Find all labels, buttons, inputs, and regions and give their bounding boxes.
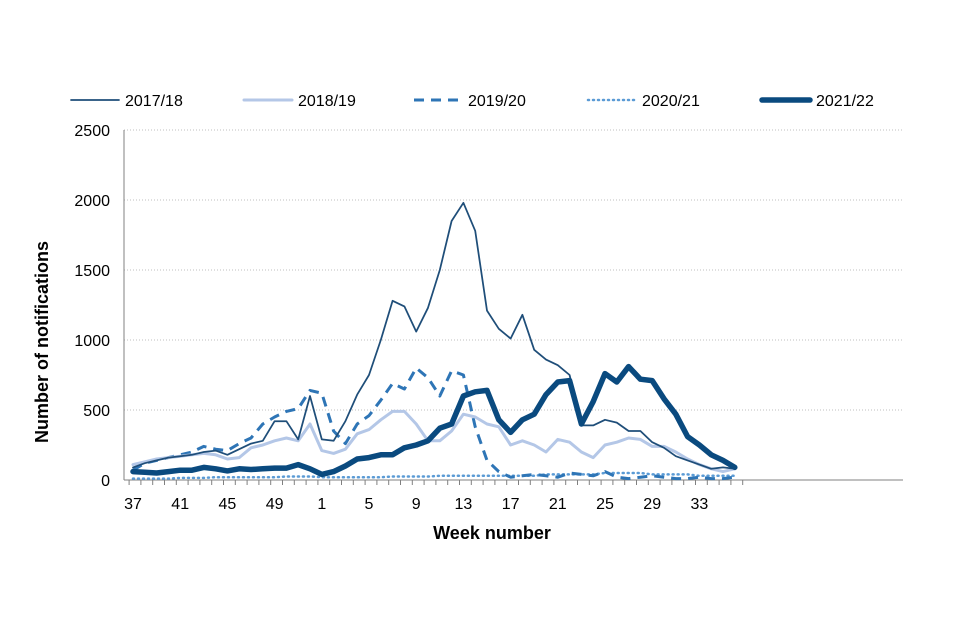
series-line-2017-18 bbox=[132, 201, 736, 470]
x-axis: 37 41 45 49 1 5 9 13 17 21 25 29 33 bbox=[124, 479, 903, 513]
gridlines bbox=[124, 129, 903, 411]
y-tick-label: 1500 bbox=[74, 263, 110, 280]
y-tick-label: 500 bbox=[83, 403, 110, 420]
legend-item-2020-21: 2020/21 bbox=[586, 93, 700, 110]
x-tick-label: 29 bbox=[643, 496, 661, 513]
x-tick-label: 49 bbox=[266, 496, 284, 513]
legend-item-2021-22: 2021/22 bbox=[759, 93, 874, 110]
x-tick-label: 21 bbox=[549, 496, 567, 513]
legend-label: 2021/22 bbox=[816, 93, 874, 110]
y-axis-title: Number of notifications bbox=[32, 241, 52, 443]
series-line-2019-20 bbox=[132, 366, 735, 481]
x-tick-label: 17 bbox=[502, 496, 520, 513]
legend-item-2019-20: 2019/20 bbox=[414, 93, 526, 110]
x-tick-label: 1 bbox=[317, 496, 326, 513]
series-line-2020-21 bbox=[131, 471, 737, 480]
legend-label: 2019/20 bbox=[468, 93, 526, 110]
x-axis-title: Week number bbox=[433, 523, 551, 543]
y-tick-label: 2500 bbox=[74, 123, 110, 140]
x-tick-label: 25 bbox=[596, 496, 614, 513]
legend-label: 2017/18 bbox=[125, 93, 183, 110]
legend-label: 2020/21 bbox=[642, 93, 700, 110]
series-lines bbox=[130, 201, 738, 481]
legend-item-2017-18: 2017/18 bbox=[70, 93, 183, 110]
series-line-2018-19 bbox=[131, 409, 737, 474]
legend-label: 2018/19 bbox=[298, 93, 356, 110]
x-tick-label: 9 bbox=[412, 496, 421, 513]
x-tick-label: 5 bbox=[365, 496, 374, 513]
x-tick-label: 41 bbox=[171, 496, 189, 513]
x-tick-label: 45 bbox=[219, 496, 237, 513]
legend: 2017/18 2018/19 2019/20 2020/21 2021/22 bbox=[70, 93, 874, 110]
y-tick-label: 1000 bbox=[74, 333, 110, 350]
x-tick-label: 13 bbox=[455, 496, 473, 513]
x-tick-label: 37 bbox=[124, 496, 142, 513]
legend-item-2018-19: 2018/19 bbox=[242, 93, 356, 110]
y-tick-label: 2000 bbox=[74, 193, 110, 210]
x-tick-label: 33 bbox=[691, 496, 709, 513]
y-tick-label: 0 bbox=[101, 473, 110, 490]
y-axis: 0 500 1000 1500 2000 2500 bbox=[74, 123, 125, 490]
series-line-2021-22 bbox=[130, 363, 738, 478]
